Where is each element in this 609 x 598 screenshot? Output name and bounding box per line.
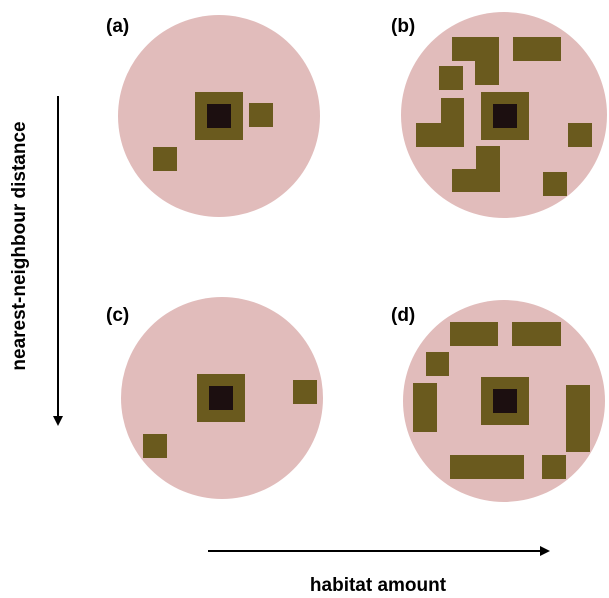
- panel-label-a: (a): [106, 16, 130, 37]
- y-axis-label: nearest-neighbour distance: [9, 121, 30, 371]
- habitat-patch: [542, 455, 566, 479]
- habitat-patch: [512, 322, 561, 346]
- panel-a: [118, 15, 320, 217]
- habitat-patch: [513, 37, 561, 61]
- habitat-patch: [566, 385, 590, 452]
- panel-b: [401, 12, 607, 218]
- x-axis-label: habitat amount: [309, 575, 447, 596]
- habitat-patch: [452, 169, 500, 192]
- habitat-patch: [249, 103, 273, 127]
- habitat-patch: [426, 352, 449, 376]
- focal-core: [493, 104, 517, 128]
- habitat-patch: [568, 123, 592, 147]
- habitat-patches: [143, 380, 317, 458]
- panel-c: [121, 297, 323, 499]
- focal-core: [209, 386, 233, 410]
- panel-d: [403, 300, 605, 502]
- habitat-patch: [416, 123, 464, 147]
- focal-core: [493, 389, 517, 413]
- habitat-patch: [450, 322, 498, 346]
- habitat-patch: [543, 172, 567, 196]
- habitat-patches: [413, 322, 590, 479]
- habitat-patch: [413, 383, 437, 432]
- habitat-patch: [439, 66, 463, 90]
- panel-label-b: (b): [391, 16, 416, 37]
- habitat-patches: [416, 37, 592, 196]
- habitat-patch: [475, 37, 499, 85]
- habitat-patch: [450, 455, 524, 479]
- habitat-patch: [143, 434, 167, 458]
- panel-label-c: (c): [106, 305, 130, 326]
- habitat-patch: [293, 380, 317, 404]
- focal-core: [207, 104, 231, 128]
- panel-label-d: (d): [391, 305, 416, 326]
- habitat-patches: [153, 103, 273, 171]
- habitat-patch: [153, 147, 177, 171]
